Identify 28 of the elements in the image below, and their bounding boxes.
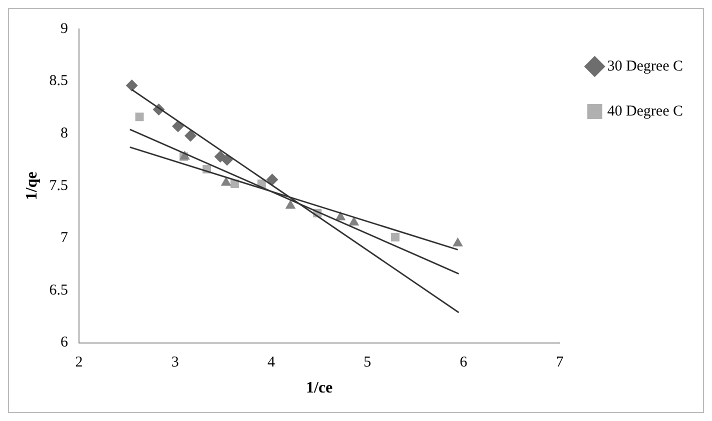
- point: [126, 79, 138, 92]
- point: [452, 237, 463, 246]
- y-axis-title: 1/qe: [24, 172, 41, 200]
- y-tick-label: 9: [60, 20, 68, 37]
- point: [348, 216, 360, 226]
- y-tick-label: 7: [60, 230, 68, 246]
- point: [285, 200, 296, 209]
- y-tick-label: 6.5: [49, 282, 68, 298]
- y-tick-label: 8.5: [49, 73, 68, 90]
- point: [266, 174, 278, 186]
- x-tick-label: 6: [460, 354, 468, 371]
- point: [172, 120, 184, 132]
- x-tick-label: 3: [171, 354, 179, 371]
- y-tick-label: 8: [60, 126, 68, 142]
- point: [221, 154, 234, 166]
- y-tick-label: 6: [60, 334, 68, 351]
- legend-label: 30 Degree C: [607, 58, 684, 74]
- point: [391, 232, 400, 242]
- x-tick-label: 4: [268, 354, 276, 371]
- point: [184, 130, 196, 142]
- x-tick-label: 7: [556, 354, 564, 371]
- point: [220, 176, 232, 186]
- point: [135, 112, 144, 122]
- y-tick-label: 7.5: [49, 178, 68, 194]
- legend-label: 40 Degree C: [607, 103, 684, 120]
- x-axis-title: 1/ce: [306, 380, 333, 397]
- x-tick-label: 5: [364, 354, 372, 371]
- x-tick-label: 2: [75, 354, 83, 371]
